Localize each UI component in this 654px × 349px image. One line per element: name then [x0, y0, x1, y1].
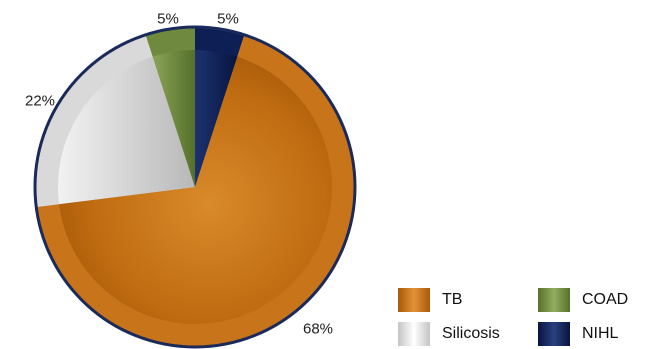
- legend-swatch-tb: [398, 288, 430, 312]
- legend-label-nihl: NIHL: [582, 325, 619, 342]
- slice-shade-nihl: [195, 50, 238, 187]
- data-label-coad: 5%: [157, 10, 179, 28]
- legend: TB COAD Silicosis NIHL: [398, 286, 648, 348]
- pie-outline: [33, 25, 357, 349]
- legend-label-tb: TB: [442, 291, 463, 308]
- data-label-tb: 68%: [302, 320, 334, 338]
- slice-shade-tb: [59, 56, 333, 325]
- data-label-nihl: 5%: [217, 10, 239, 28]
- legend-label-coad: COAD: [582, 291, 629, 308]
- legend-swatch-silicosis: [398, 322, 430, 346]
- legend-item-silicosis: Silicosis: [398, 322, 500, 346]
- legend-item-tb: TB: [398, 288, 462, 312]
- slice-shade-coad: [152, 50, 195, 187]
- legend-swatch-coad: [538, 288, 570, 312]
- legend-item-nihl: NIHL: [538, 322, 618, 346]
- slice-shade-silicosis: [58, 56, 195, 205]
- legend-item-coad: COAD: [538, 288, 628, 312]
- legend-label-silicosis: Silicosis: [442, 325, 500, 342]
- legend-swatch-nihl: [538, 322, 570, 346]
- data-label-silicosis: 22%: [24, 92, 56, 110]
